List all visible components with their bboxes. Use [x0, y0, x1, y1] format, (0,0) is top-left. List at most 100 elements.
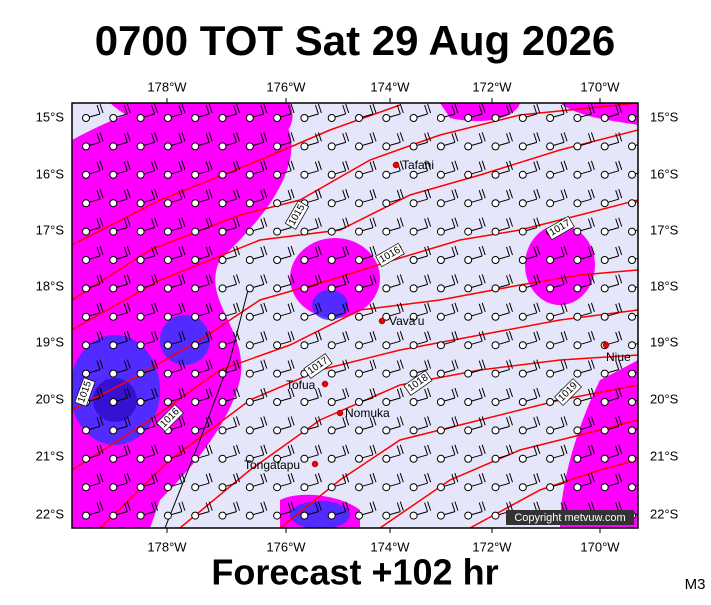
barb-station	[546, 199, 555, 208]
barb-station	[136, 142, 145, 151]
wind-barb	[518, 217, 541, 236]
wind-barb	[573, 160, 595, 179]
barb-flag	[618, 501, 623, 511]
wind-barb	[409, 387, 432, 406]
barb-flag	[208, 189, 213, 199]
wind-barb	[273, 444, 295, 463]
barb-station	[327, 199, 336, 208]
wind-barb	[327, 217, 350, 236]
wind-barb	[518, 444, 541, 463]
barb-station	[382, 170, 391, 179]
wind-barb	[273, 387, 295, 406]
barb-station	[163, 170, 172, 179]
barb-flag	[236, 189, 240, 199]
barb-station	[163, 369, 172, 378]
wind-barb	[464, 473, 486, 492]
barb-flag	[451, 218, 456, 228]
barb-station	[245, 369, 254, 378]
barb-station	[436, 284, 445, 293]
barb-flag	[205, 246, 210, 257]
barb-station	[382, 142, 391, 151]
barb-station	[628, 341, 636, 350]
barb-flag	[260, 161, 265, 171]
barb-flag	[399, 103, 404, 114]
barb-flag	[260, 332, 265, 342]
wind-barb	[518, 416, 541, 435]
wind-barb	[436, 274, 459, 293]
barb-flag	[478, 218, 483, 228]
barb-flag	[451, 502, 456, 512]
barb-flag	[342, 474, 347, 484]
wind-barb	[491, 245, 513, 264]
wind-barb	[436, 245, 459, 264]
barb-flag	[618, 302, 623, 312]
barb-flag	[151, 417, 156, 427]
barb-flag	[590, 245, 595, 256]
barb-flag	[151, 218, 156, 228]
barb-station	[109, 199, 118, 208]
barb-flag	[178, 218, 183, 228]
barb-station	[273, 483, 282, 492]
wind-barb	[573, 132, 595, 151]
barb-flag	[208, 132, 213, 142]
barb-station	[327, 227, 336, 236]
barb-station	[218, 284, 227, 293]
barb-flag	[424, 417, 429, 427]
barb-flag	[533, 445, 538, 455]
wind-barb	[300, 103, 322, 122]
barb-flag	[560, 104, 565, 115]
barb-station	[600, 454, 609, 463]
wind-barb	[163, 274, 186, 293]
wind-barb	[546, 160, 568, 179]
barb-station	[491, 483, 500, 492]
barb-flag	[563, 302, 568, 312]
wind-barb	[136, 501, 159, 520]
barb-flag	[178, 360, 183, 370]
barb-flag	[181, 387, 186, 398]
barb-flag	[646, 246, 649, 255]
barb-flag	[233, 332, 237, 342]
place-name: Nomuka	[345, 406, 390, 420]
barb-flag	[345, 302, 350, 312]
barb-flag	[643, 503, 646, 512]
barb-flag	[643, 361, 646, 370]
barb-station	[573, 142, 582, 151]
wind-barb	[218, 103, 240, 122]
wind-barb	[82, 103, 104, 122]
wind-barb	[273, 189, 295, 208]
wind-barb	[518, 132, 541, 151]
barb-flag	[126, 302, 131, 312]
barb-station	[628, 256, 636, 264]
barb-flag	[454, 359, 459, 369]
barb-flag	[509, 103, 513, 114]
barb-station	[191, 426, 200, 435]
isobar-label-box	[545, 215, 575, 241]
barb-flag	[587, 190, 592, 200]
barb-flag	[615, 104, 620, 115]
barb-station	[273, 170, 282, 179]
wind-barb	[109, 103, 131, 122]
wind-barb	[218, 274, 240, 293]
barb-flag	[317, 416, 322, 426]
barb-flag	[345, 103, 350, 114]
barb-flag	[260, 502, 265, 512]
wind-barb	[382, 473, 404, 492]
barb-station	[546, 170, 555, 179]
wind-barb	[409, 160, 432, 179]
barb-flag	[533, 474, 538, 484]
barb-station	[628, 398, 636, 406]
barb-station	[464, 256, 473, 264]
barb-flag	[481, 331, 486, 341]
barb-station	[600, 170, 609, 179]
barb-flag	[643, 133, 646, 142]
barb-flag	[481, 132, 486, 142]
barb-flag	[372, 217, 377, 227]
barb-station	[136, 369, 145, 378]
wind-barb	[600, 274, 623, 293]
barb-station	[218, 426, 227, 435]
barb-station	[573, 114, 582, 122]
barb-flag	[454, 245, 459, 256]
barb-flag	[126, 132, 131, 142]
barb-flag	[154, 103, 159, 114]
latitude-label: 22°S	[650, 506, 679, 521]
